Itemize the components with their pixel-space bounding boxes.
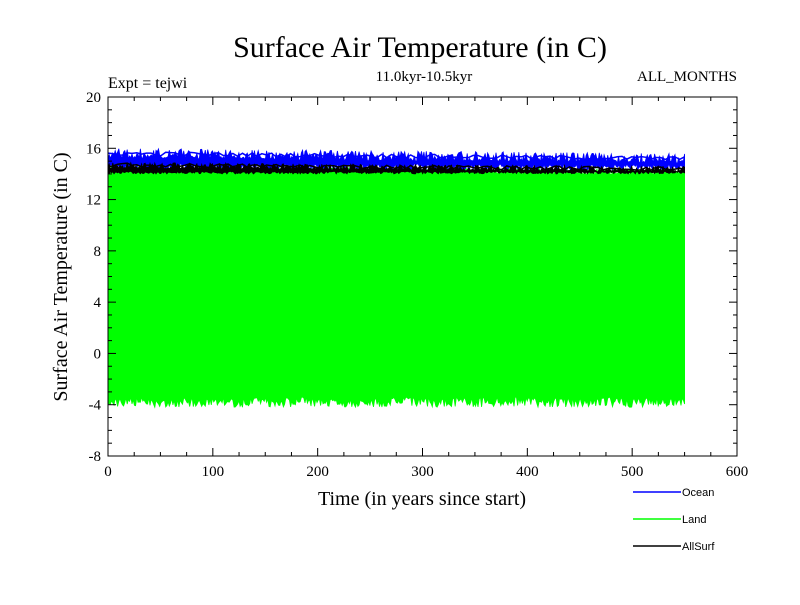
x-tick-label: 600 (726, 464, 749, 480)
axis-ticks: 0 100 200 300 400 500 600 -8 -4 0 4 8 12 16 20 (86, 90, 748, 480)
plot-data (107, 147, 685, 409)
y-tick-label: -8 (89, 449, 102, 465)
x-tick-label: 0 (104, 464, 112, 480)
legend-item-land: Land (633, 514, 706, 526)
chart-title: Surface Air Temperature (in C) (233, 31, 607, 64)
chart-subtitle: 11.0kyr-10.5kyr (376, 69, 473, 85)
x-tick-label: 500 (621, 464, 644, 480)
legend-label: Ocean (682, 487, 714, 499)
x-axis-label: Time (in years since start) (318, 488, 526, 510)
months-label: ALL_MONTHS (637, 69, 737, 85)
y-tick-label: 4 (94, 295, 102, 311)
x-tick-label: 300 (411, 464, 434, 480)
legend: Ocean Land AllSurf (633, 487, 715, 553)
series-line-allsurf (107, 162, 685, 172)
y-tick-label: 20 (86, 90, 101, 106)
series-band-land (107, 164, 685, 409)
y-axis-label: Surface Air Temperature (in C) (50, 152, 72, 401)
x-tick-label: 200 (306, 464, 329, 480)
series-line-ocean (107, 151, 685, 161)
legend-item-allsurf: AllSurf (633, 541, 715, 553)
series-land (107, 164, 685, 409)
x-tick-label: 100 (202, 464, 225, 480)
series-allsurf (107, 161, 685, 175)
legend-label: Land (682, 514, 706, 526)
experiment-label: Expt = tejwi (108, 75, 188, 92)
legend-item-ocean: Ocean (633, 487, 714, 499)
y-tick-label: -4 (89, 398, 102, 414)
y-tick-label: 12 (86, 193, 101, 209)
legend-label: AllSurf (682, 541, 715, 553)
y-tick-label: 16 (86, 141, 102, 157)
y-tick-label: 0 (94, 346, 102, 362)
y-tick-label: 8 (94, 244, 102, 260)
x-tick-label: 400 (516, 464, 539, 480)
